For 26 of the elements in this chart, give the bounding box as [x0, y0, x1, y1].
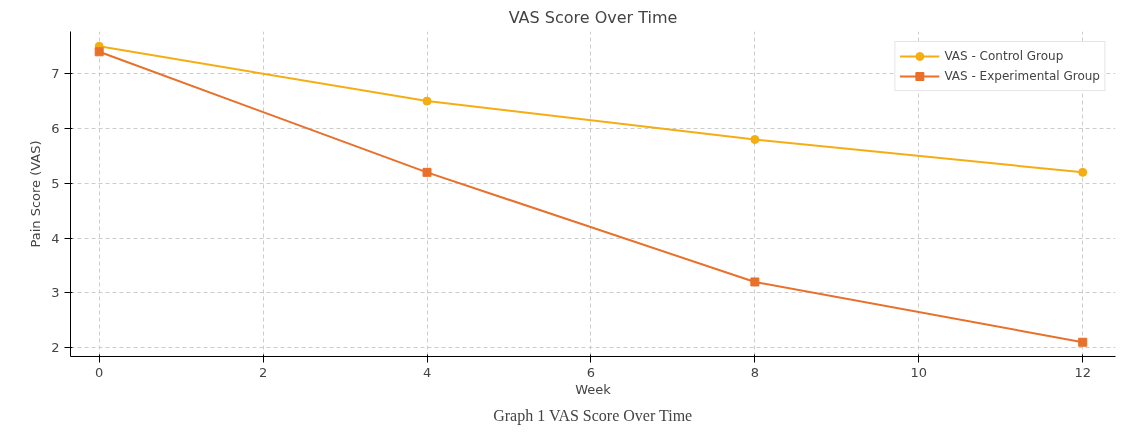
point	[94, 47, 104, 57]
y-tick-label: 4	[51, 230, 60, 246]
y-tick-label: 3	[51, 285, 60, 301]
point	[422, 96, 432, 106]
x-tick-label: 0	[95, 364, 104, 380]
y-tick-label: 5	[51, 175, 60, 191]
x-axis-title: Week	[575, 381, 612, 397]
x-tick-label: 8	[750, 364, 760, 380]
x-tick-label: 4	[422, 364, 432, 380]
point	[1078, 167, 1088, 177]
legend-label: VAS - Experimental Group	[944, 69, 1100, 83]
point	[422, 167, 432, 177]
point	[750, 277, 760, 287]
chart-title: VAS Score Over Time	[508, 7, 678, 27]
point	[750, 134, 760, 144]
y-tick-label: 2	[51, 340, 60, 356]
legend-label: VAS - Control Group	[944, 49, 1064, 63]
y-tick-label: 7	[51, 66, 60, 82]
x-tick-label: 6	[586, 364, 596, 380]
y-tick-label: 6	[51, 121, 60, 137]
caption: Graph 1 VAS Score Over Time	[493, 406, 693, 425]
point	[1078, 337, 1088, 347]
x-tick-label: 12	[1074, 364, 1091, 380]
y-axis-title: Pain Score (VAS)	[28, 140, 44, 248]
x-tick-label: 2	[258, 364, 268, 380]
x-tick-label: 10	[910, 364, 928, 380]
